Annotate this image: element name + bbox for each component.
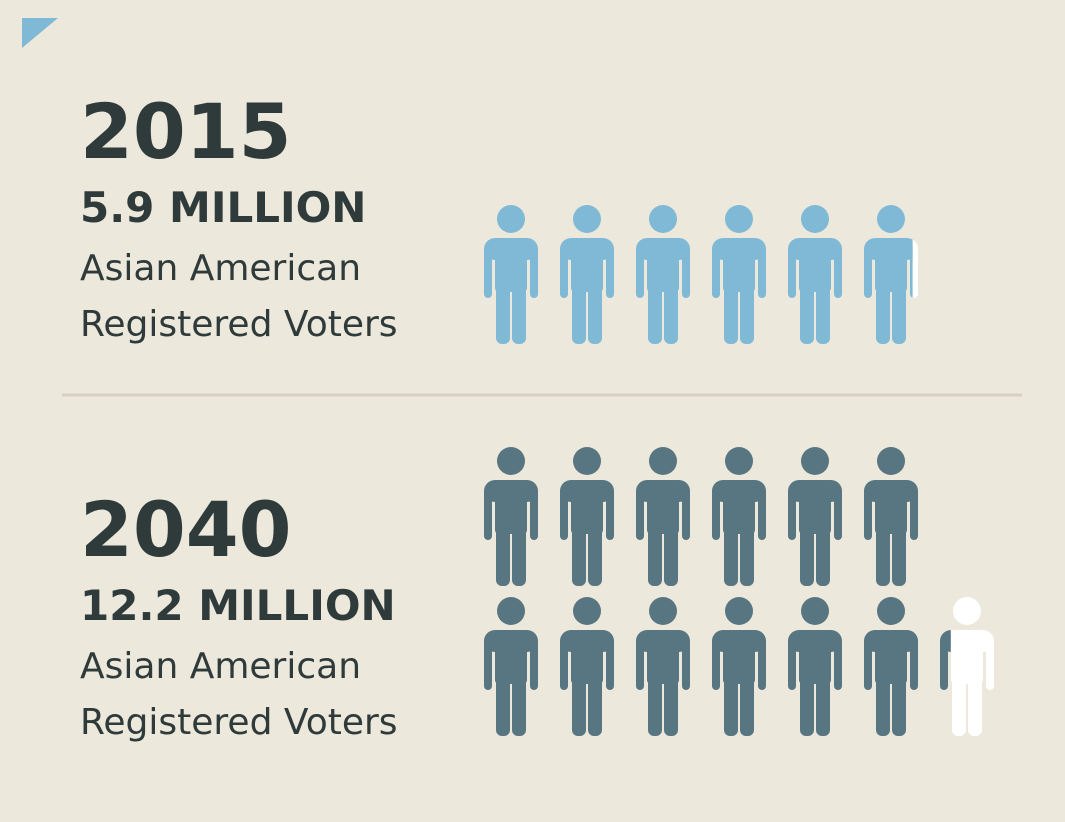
- person-icon: [484, 597, 538, 736]
- person-icon: [636, 205, 690, 344]
- person-icon: [560, 597, 614, 736]
- year-label: 2040: [80, 485, 292, 574]
- person-icon: [636, 597, 690, 736]
- person-icon: [560, 447, 614, 586]
- person-icon: [484, 447, 538, 586]
- person-icon: [864, 447, 918, 586]
- person-icon: [712, 597, 766, 736]
- person-icon: [636, 447, 690, 586]
- year-label: 2015: [80, 87, 292, 176]
- person-icon: [788, 597, 842, 736]
- description: Registered Voters: [80, 702, 398, 743]
- person-icon: [484, 205, 538, 344]
- person-icon: [864, 597, 918, 736]
- person-icon: [560, 205, 614, 344]
- description: Asian American: [80, 248, 361, 289]
- value-label: 12.2 MILLION: [80, 581, 396, 630]
- value-label: 5.9 MILLION: [80, 183, 366, 232]
- corner-triangle: [22, 18, 58, 48]
- description: Registered Voters: [80, 304, 398, 345]
- person-icon: [940, 597, 994, 736]
- description: Asian American: [80, 646, 361, 687]
- person-icon: [712, 447, 766, 586]
- person-icon: [788, 205, 842, 344]
- person-icon: [712, 205, 766, 344]
- person-icon: [788, 447, 842, 586]
- person-icon: [864, 205, 918, 344]
